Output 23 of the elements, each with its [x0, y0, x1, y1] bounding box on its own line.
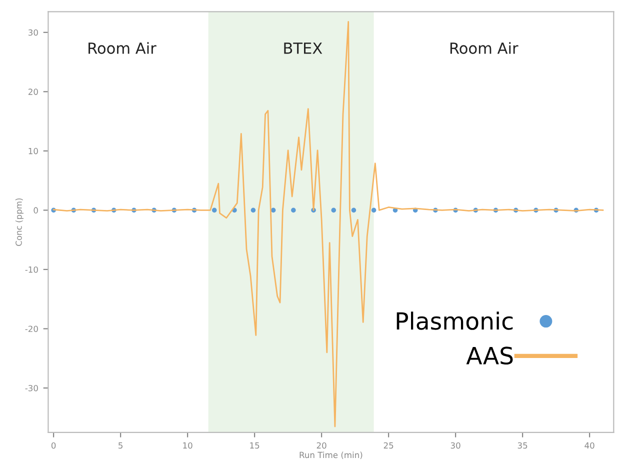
legend-label: Plasmonic: [396, 312, 513, 330]
x-tick-label: 15: [250, 442, 260, 449]
x-tick-label: 35: [518, 442, 528, 449]
annotation: Room Air: [88, 42, 156, 54]
legend-label: AAS: [466, 346, 513, 365]
x-tick-label: 10: [183, 442, 192, 449]
x-tick-label: 5: [118, 442, 122, 449]
x-tick-label: 40: [584, 442, 594, 449]
x-axis-title: Run Time (min): [300, 452, 362, 460]
y-tick-label: -20: [25, 326, 38, 332]
x-tick-label: 30: [450, 442, 460, 449]
x-tick-label: 0: [51, 442, 56, 449]
y-tick-label: 10: [28, 148, 38, 154]
x-tick-label: 25: [384, 442, 394, 449]
y-tick-label: 30: [28, 29, 38, 36]
annotation: Room Air: [450, 42, 518, 54]
y-tick-label: -10: [25, 266, 38, 273]
annotation: BTEX: [284, 42, 322, 54]
y-axis-title: Conc (ppm): [15, 198, 24, 246]
x-tick-label: 20: [316, 442, 326, 449]
y-tick-label: -30: [25, 384, 38, 392]
y-tick-label: 20: [28, 88, 38, 95]
y-tick-label: 0: [34, 207, 38, 214]
